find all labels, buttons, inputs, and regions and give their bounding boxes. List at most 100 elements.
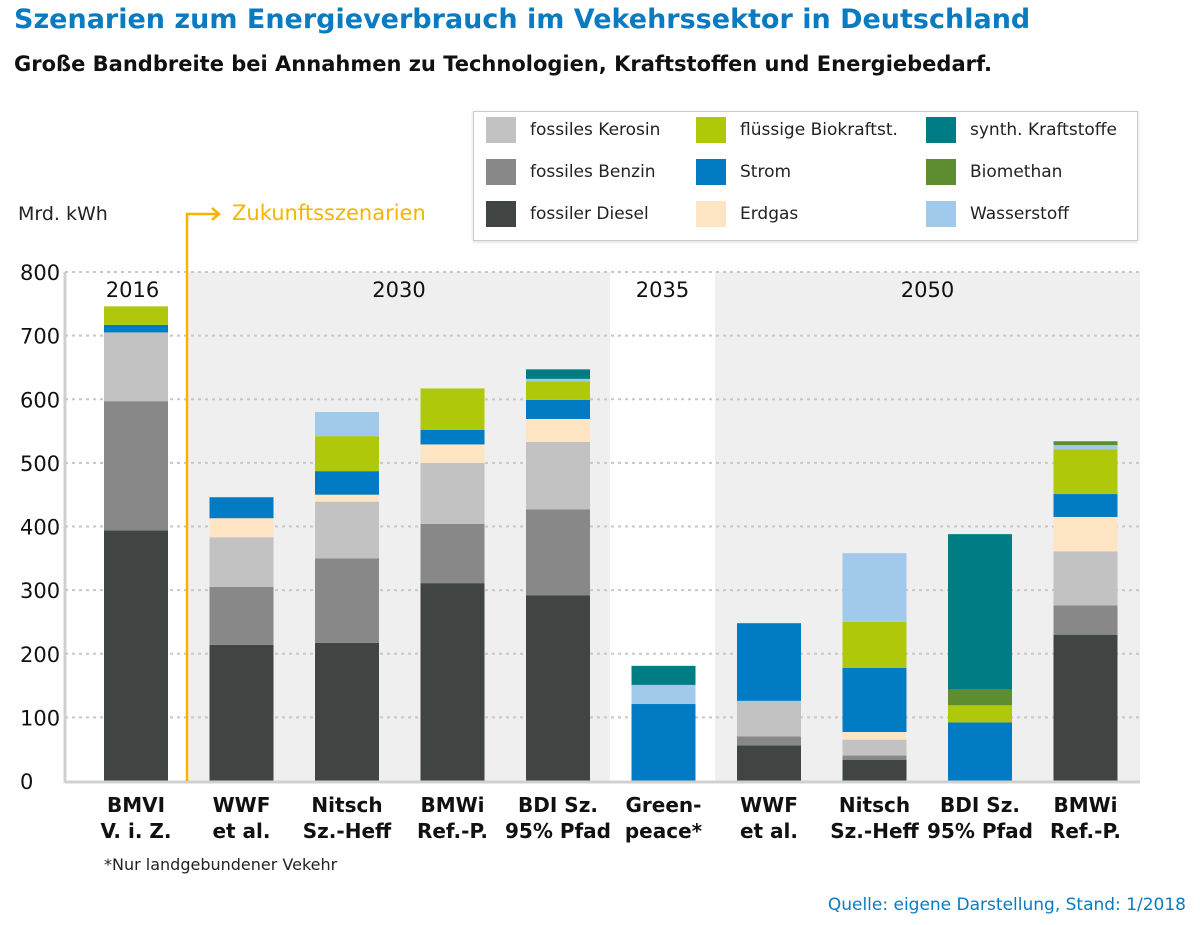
arrow-right-icon <box>211 207 221 221</box>
legend-swatch <box>926 159 956 185</box>
bar-segment <box>315 494 379 502</box>
bar-segment <box>842 739 907 756</box>
legend-swatch <box>486 117 516 143</box>
bar-segment <box>526 509 590 596</box>
bar-segment <box>842 667 907 733</box>
bar-segment <box>948 705 1012 723</box>
legend-swatch <box>486 201 516 227</box>
y-tick-label: 300 <box>20 579 60 603</box>
bar-segment <box>526 399 590 419</box>
legend-swatch <box>486 159 516 185</box>
legend-item: synth. Kraftstoffe <box>926 117 1117 143</box>
bar-segment <box>420 388 485 430</box>
x-tick-label: 95% Pfad <box>927 819 1033 843</box>
bar-segment <box>209 586 274 645</box>
bar-segment <box>631 704 696 781</box>
bar-segment <box>526 381 590 400</box>
y-tick-label: 200 <box>20 643 60 667</box>
legend-item: Strom <box>696 159 791 185</box>
legend-label: fossiler Diesel <box>530 204 649 224</box>
bar-segment <box>420 429 485 445</box>
y-tick-label: 400 <box>20 516 60 540</box>
chart-title: Szenarien zum Energieverbrauch im Vekehr… <box>14 4 1031 35</box>
bar-segment <box>842 760 907 781</box>
bar-segment <box>315 501 379 559</box>
bar-segment <box>209 497 274 519</box>
y-tick-label: 800 <box>20 261 60 285</box>
legend-item: Biomethan <box>926 159 1062 185</box>
bar-segment <box>737 623 801 701</box>
x-tick-label: WWF <box>740 793 798 817</box>
y-axis-label: Mrd. kWh <box>18 203 108 225</box>
y-tick-label: 700 <box>20 325 60 349</box>
bar-segment <box>1053 605 1118 635</box>
legend-swatch <box>696 159 726 185</box>
x-tick-label: BDI Sz. <box>940 793 1020 817</box>
x-tick-label: Nitsch <box>311 793 382 817</box>
x-tick-label: et al. <box>212 819 270 843</box>
bar-segment <box>1053 449 1118 495</box>
chart-subtitle: Große Bandbreite bei Annahmen zu Technol… <box>14 52 992 76</box>
bar-segment <box>104 306 168 325</box>
legend-item: fossiles Benzin <box>486 159 656 185</box>
bar-segment <box>1053 445 1118 450</box>
legend-label: fossiles Kerosin <box>530 120 661 140</box>
bar-segment <box>948 534 1012 690</box>
bar-segment <box>420 462 485 524</box>
group-label: 2050 <box>901 278 954 302</box>
y-tick-label: 100 <box>20 706 60 730</box>
bar-segment <box>842 755 907 761</box>
legend-label: flüssige Biokraftst. <box>740 120 898 140</box>
bar-segment <box>737 700 801 737</box>
bar-segment <box>842 621 907 668</box>
footnote: *Nur landgebundener Vekehr <box>104 855 338 874</box>
source-note: Quelle: eigene Darstellung, Stand: 1/201… <box>827 895 1186 915</box>
legend-label: Wasserstoff <box>970 204 1069 224</box>
x-tick-label: Green- <box>626 793 702 817</box>
y-tick-label: 600 <box>20 388 60 412</box>
x-tick-label: BMWi <box>1053 793 1117 817</box>
bar-segment <box>104 332 168 402</box>
legend-label: fossiles Benzin <box>530 162 656 182</box>
bar-segment <box>1053 441 1118 446</box>
group-label: 2016 <box>106 278 159 302</box>
legend-label: Biomethan <box>970 162 1063 182</box>
bar-segment <box>1053 516 1118 552</box>
group-label: 2035 <box>636 278 689 302</box>
bar-segment <box>315 558 379 643</box>
legend-swatch <box>926 201 956 227</box>
legend-label: synth. Kraftstoffe <box>970 120 1117 140</box>
bar-segment <box>1053 551 1118 606</box>
legend-label: Strom <box>740 162 792 182</box>
legend-swatch <box>696 201 726 227</box>
legend-swatch <box>926 117 956 143</box>
x-tick-label: BMVI <box>107 793 165 817</box>
bar-segment <box>948 722 1012 781</box>
bar-segment <box>209 537 274 587</box>
legend-swatch <box>696 117 726 143</box>
bar-segment <box>1053 494 1118 517</box>
bar-segment <box>209 644 274 781</box>
bar-segment <box>315 642 379 781</box>
bar-segment <box>526 441 590 510</box>
x-tick-label: V. i. Z. <box>101 819 172 843</box>
bar-segment <box>420 583 485 781</box>
legend: fossiles Kerosin flüssige Biokraftst. synt… <box>473 111 1138 241</box>
legend-item: flüssige Biokraftst. <box>696 117 898 143</box>
legend-item: fossiles Kerosin <box>486 117 660 143</box>
x-tick-label: BMWi <box>420 793 484 817</box>
bar-segment <box>104 324 168 333</box>
legend-item: fossiler Diesel <box>486 201 649 227</box>
bar-segment <box>315 436 379 472</box>
bar-segment <box>104 401 168 531</box>
bar-segment <box>526 369 590 379</box>
future-divider-line <box>185 212 218 781</box>
bar-segment <box>842 553 907 622</box>
x-tick-label: Ref.-P. <box>417 819 488 843</box>
group-label: 2030 <box>372 278 425 302</box>
bar-segment <box>631 665 696 685</box>
bar-segment <box>1053 634 1118 781</box>
x-tick-label: Ref.-P. <box>1050 819 1121 843</box>
bar-segment <box>948 689 1012 706</box>
